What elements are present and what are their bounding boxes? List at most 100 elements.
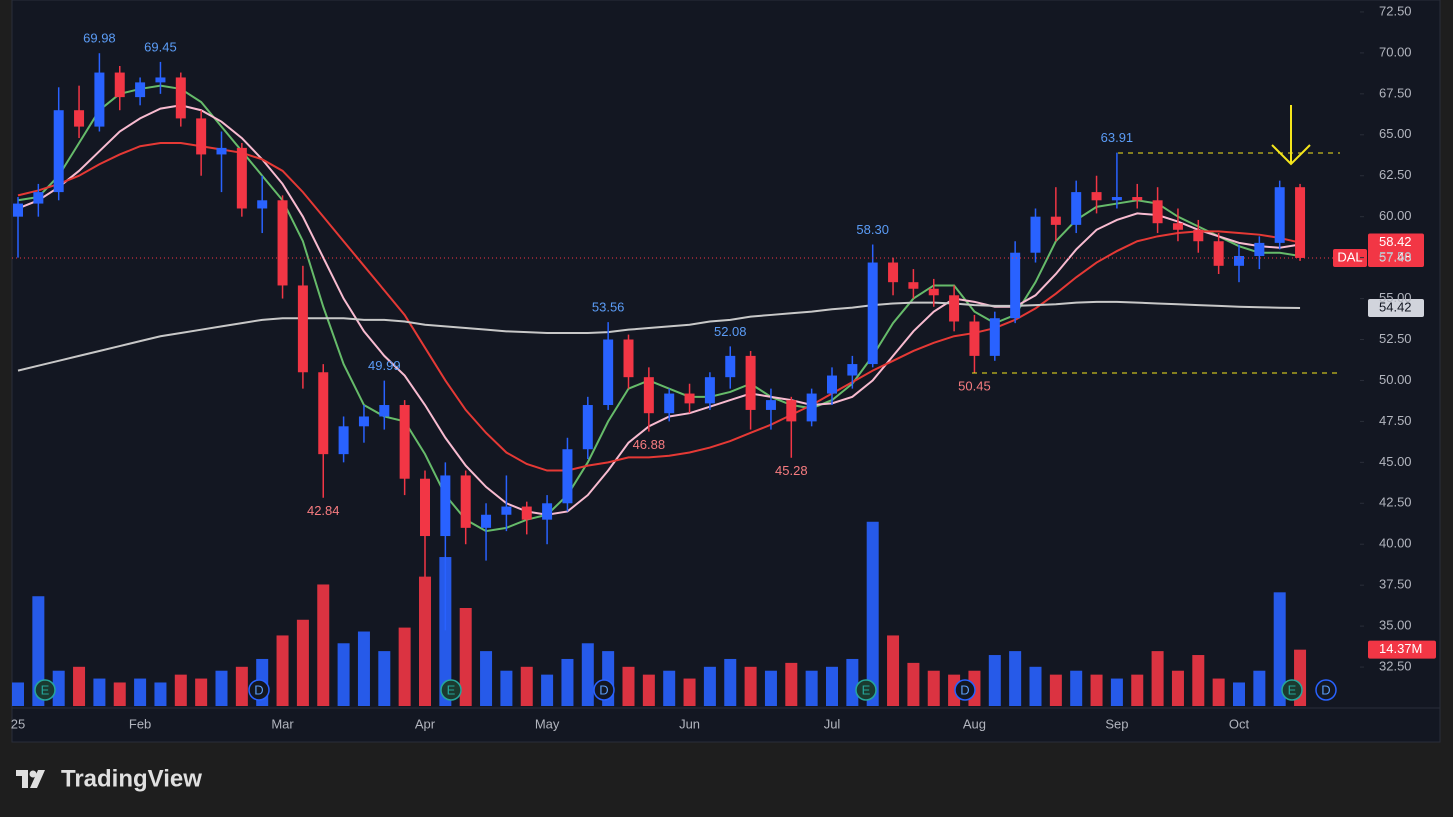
volume-bar <box>73 666 86 706</box>
volume-bar <box>581 643 594 706</box>
candle-body <box>623 339 634 378</box>
candle-body <box>542 503 553 520</box>
volume-bar <box>1253 670 1266 706</box>
x-tick-label: Jun <box>679 716 700 731</box>
high-low-label: 69.45 <box>144 39 177 54</box>
event-badge <box>593 679 615 701</box>
volume-bar <box>480 651 493 706</box>
volume-bar <box>561 658 574 706</box>
volume-bar <box>927 670 940 706</box>
volume-bar <box>541 674 554 706</box>
event-label: D <box>254 682 263 697</box>
candle-body <box>236 147 247 209</box>
volume-bar <box>1070 670 1083 706</box>
volume-bar <box>215 670 228 706</box>
candle-body <box>603 339 614 406</box>
candle-body <box>420 478 430 537</box>
high-low-label: 50.45 <box>958 379 991 394</box>
candle-body <box>399 405 410 479</box>
y-tick-label: 72.50 <box>1379 3 1412 18</box>
event-label: D <box>960 682 969 697</box>
volume-bar <box>744 666 757 706</box>
y-tick-label: 40.00 <box>1379 536 1412 551</box>
candle-body <box>1193 229 1204 242</box>
candle-body <box>1254 242 1265 256</box>
y-tick-label: 37.50 <box>1379 577 1412 592</box>
volume-label: 14.37M <box>1379 641 1422 656</box>
arrow <box>1271 105 1311 166</box>
candle-body <box>196 118 207 155</box>
overlay: 69.98 69.45 42.84 49.99 53.56 46.88 52.08 45.28… <box>34 31 1436 701</box>
moving-average <box>17 104 1301 516</box>
volume-bar <box>1212 678 1225 706</box>
candle-body <box>1030 216 1041 253</box>
candle-body <box>908 282 919 289</box>
volume-bar <box>1233 682 1245 706</box>
y-tick-label: 32.50 <box>1379 658 1412 673</box>
y-tick-label: 65.00 <box>1379 126 1412 141</box>
volume-bar <box>12 682 24 706</box>
candle-body <box>582 405 593 450</box>
volume-bar <box>317 584 330 706</box>
event-badge <box>1281 679 1303 701</box>
high-low-label: 58.30 <box>856 222 889 237</box>
candle-body <box>1071 192 1082 225</box>
candle-body <box>440 475 451 537</box>
event-label: E <box>862 682 871 697</box>
x-tick-label: Sep <box>1105 716 1128 731</box>
volume-bar <box>1049 674 1062 706</box>
volume-bar <box>805 670 818 706</box>
candle-body <box>13 203 23 217</box>
candle-body <box>318 372 329 455</box>
high-low-label: 52.08 <box>714 324 747 339</box>
high-low-label: 45.28 <box>775 463 808 478</box>
volume-bar <box>134 678 147 706</box>
candle-body <box>989 318 1000 356</box>
volume-bar <box>419 576 431 706</box>
volume-bar <box>642 674 655 706</box>
candle-body <box>704 377 715 404</box>
event-label: E <box>41 682 50 697</box>
candle-body <box>1132 197 1143 201</box>
volume-bar <box>1273 592 1286 706</box>
moving-average <box>17 84 1301 533</box>
logo: TradingView <box>16 765 202 792</box>
candle-body <box>1274 187 1285 243</box>
volume-bar <box>724 658 737 706</box>
candle-body <box>888 262 899 283</box>
volume-bar <box>154 682 167 706</box>
price-label-box <box>1368 248 1424 267</box>
candle-body <box>643 377 654 414</box>
volume-bar <box>439 557 452 706</box>
candle-body <box>806 393 817 422</box>
candle-body <box>94 72 105 127</box>
candle-body <box>175 77 186 119</box>
high-low-label: 53.56 <box>592 300 625 315</box>
candle-body <box>521 506 532 520</box>
candle-body <box>297 285 308 373</box>
volume-bar <box>1110 678 1123 706</box>
volume-bar <box>1090 674 1103 706</box>
candle-body <box>1010 252 1021 319</box>
event-badge <box>855 679 877 701</box>
volume-bar <box>683 678 696 706</box>
y-tick-label: 70.00 <box>1379 44 1412 59</box>
volume-bar <box>1192 655 1205 706</box>
volume-bar <box>174 674 187 706</box>
candle-body <box>358 416 369 427</box>
candle-body <box>928 288 939 296</box>
candle-body <box>460 475 471 528</box>
candle-body <box>501 506 512 515</box>
volume-bar <box>520 666 533 706</box>
volume-bar <box>785 662 798 706</box>
candle-body <box>1234 255 1244 266</box>
price-label: 58.42 <box>1379 234 1412 249</box>
price-label: 54.42 <box>1379 299 1412 314</box>
volume-bar <box>32 596 45 706</box>
volume-label-box <box>1368 640 1436 659</box>
candle-body <box>379 405 390 417</box>
event-badge <box>1315 679 1337 701</box>
volume-bar <box>357 631 370 706</box>
volume-bar <box>887 635 900 706</box>
candle-body <box>684 393 695 404</box>
